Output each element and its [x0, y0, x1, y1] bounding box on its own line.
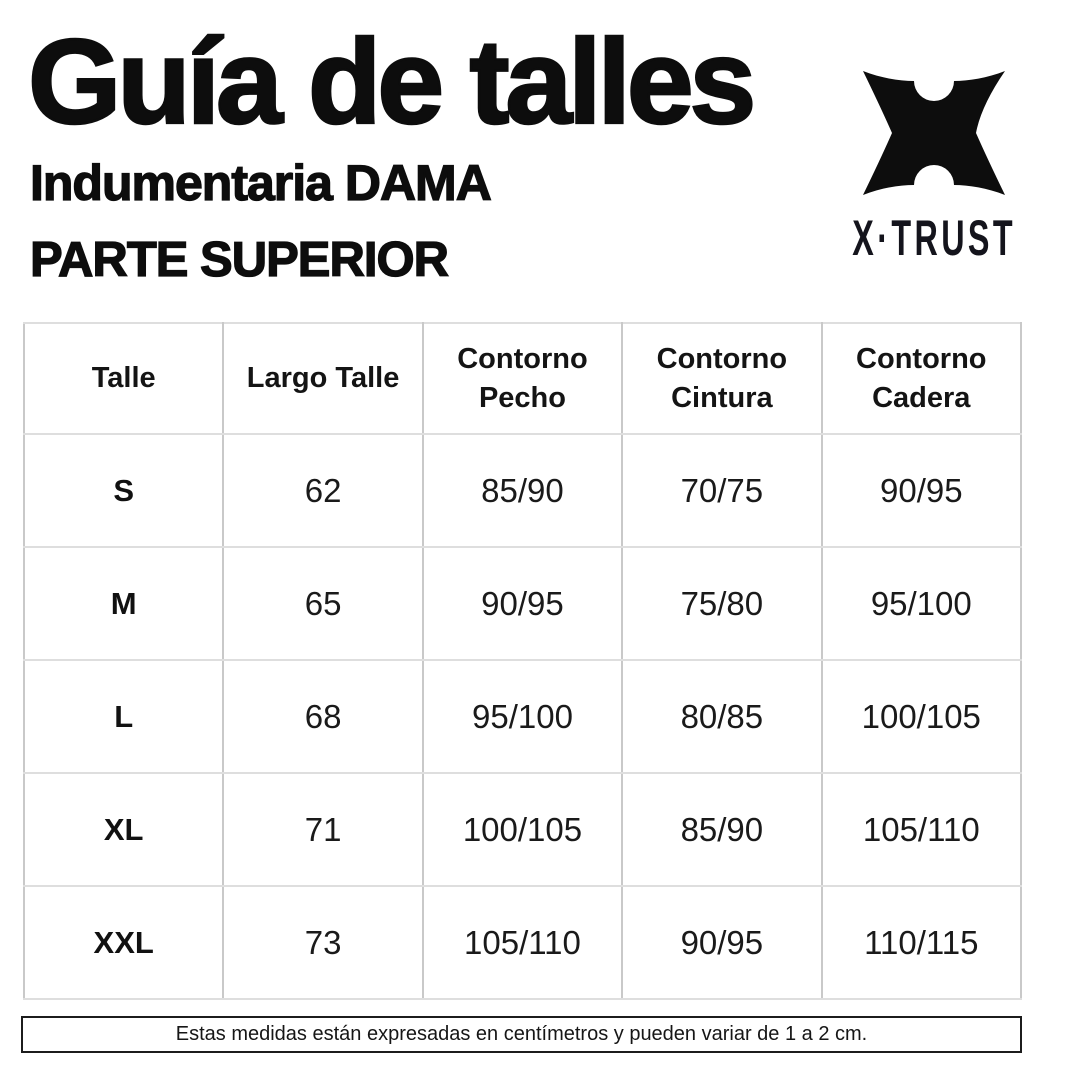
table-row-xl: XL 71 100/105 85/90 105/110 [22, 772, 1023, 887]
table-row-s: S 62 85/90 70/75 90/95 [22, 433, 1023, 548]
measurement-cell: 100/105 [820, 659, 1023, 774]
size-cell: L [22, 659, 225, 774]
measurement-cell: 90/95 [421, 546, 624, 661]
measurement-cell: 105/110 [820, 772, 1023, 887]
column-header-largo: Largo Talle [222, 322, 424, 435]
size-cell: XL [22, 772, 225, 887]
table-header-row: Talle Largo Talle Contorno Pecho Contorn… [22, 322, 1023, 435]
measurement-cell: 70/75 [621, 433, 823, 548]
measurement-cell: 90/95 [621, 885, 823, 1000]
measurement-cell: 85/90 [421, 433, 624, 548]
measurement-cell: 110/115 [820, 885, 1023, 1000]
measurement-cell: 80/85 [621, 659, 823, 774]
measurement-note: Estas medidas están expresadas en centím… [21, 1016, 1022, 1053]
measurement-cell: 90/95 [820, 433, 1023, 548]
x-trust-x-icon [863, 71, 1005, 195]
size-cell: M [22, 546, 225, 661]
subtitle-category: Indumentaria DAMA [29, 155, 492, 211]
table-row-m: M 65 90/95 75/80 95/100 [22, 546, 1023, 661]
measurement-cell: 85/90 [621, 772, 823, 887]
table-row-l: L 68 95/100 80/85 100/105 [22, 659, 1023, 774]
size-table: Talle Largo Talle Contorno Pecho Contorn… [22, 322, 1023, 1000]
column-header-pecho: Contorno Pecho [421, 322, 624, 435]
measurement-cell: 95/100 [421, 659, 624, 774]
table-row-xxl: XXL 73 105/110 90/95 110/115 [22, 885, 1023, 1000]
size-cell: XXL [22, 885, 225, 1000]
column-header-cintura: Contorno Cintura [621, 322, 823, 435]
column-header-cadera: Contorno Cadera [820, 322, 1023, 435]
measurement-cell: 75/80 [621, 546, 823, 661]
measurement-cell: 65 [222, 546, 424, 661]
size-cell: S [22, 433, 225, 548]
brand-name: X·TRUST [852, 211, 1017, 267]
measurement-cell: 100/105 [421, 772, 624, 887]
page-title: Guía de talles [27, 15, 758, 149]
measurement-cell: 62 [222, 433, 424, 548]
measurement-cell: 71 [222, 772, 424, 887]
column-header-talle: Talle [22, 322, 225, 435]
measurement-cell: 68 [222, 659, 424, 774]
subtitle-section: PARTE SUPERIOR [29, 233, 449, 287]
measurement-cell: 73 [222, 885, 424, 1000]
measurement-cell: 105/110 [421, 885, 624, 1000]
measurement-cell: 95/100 [820, 546, 1023, 661]
